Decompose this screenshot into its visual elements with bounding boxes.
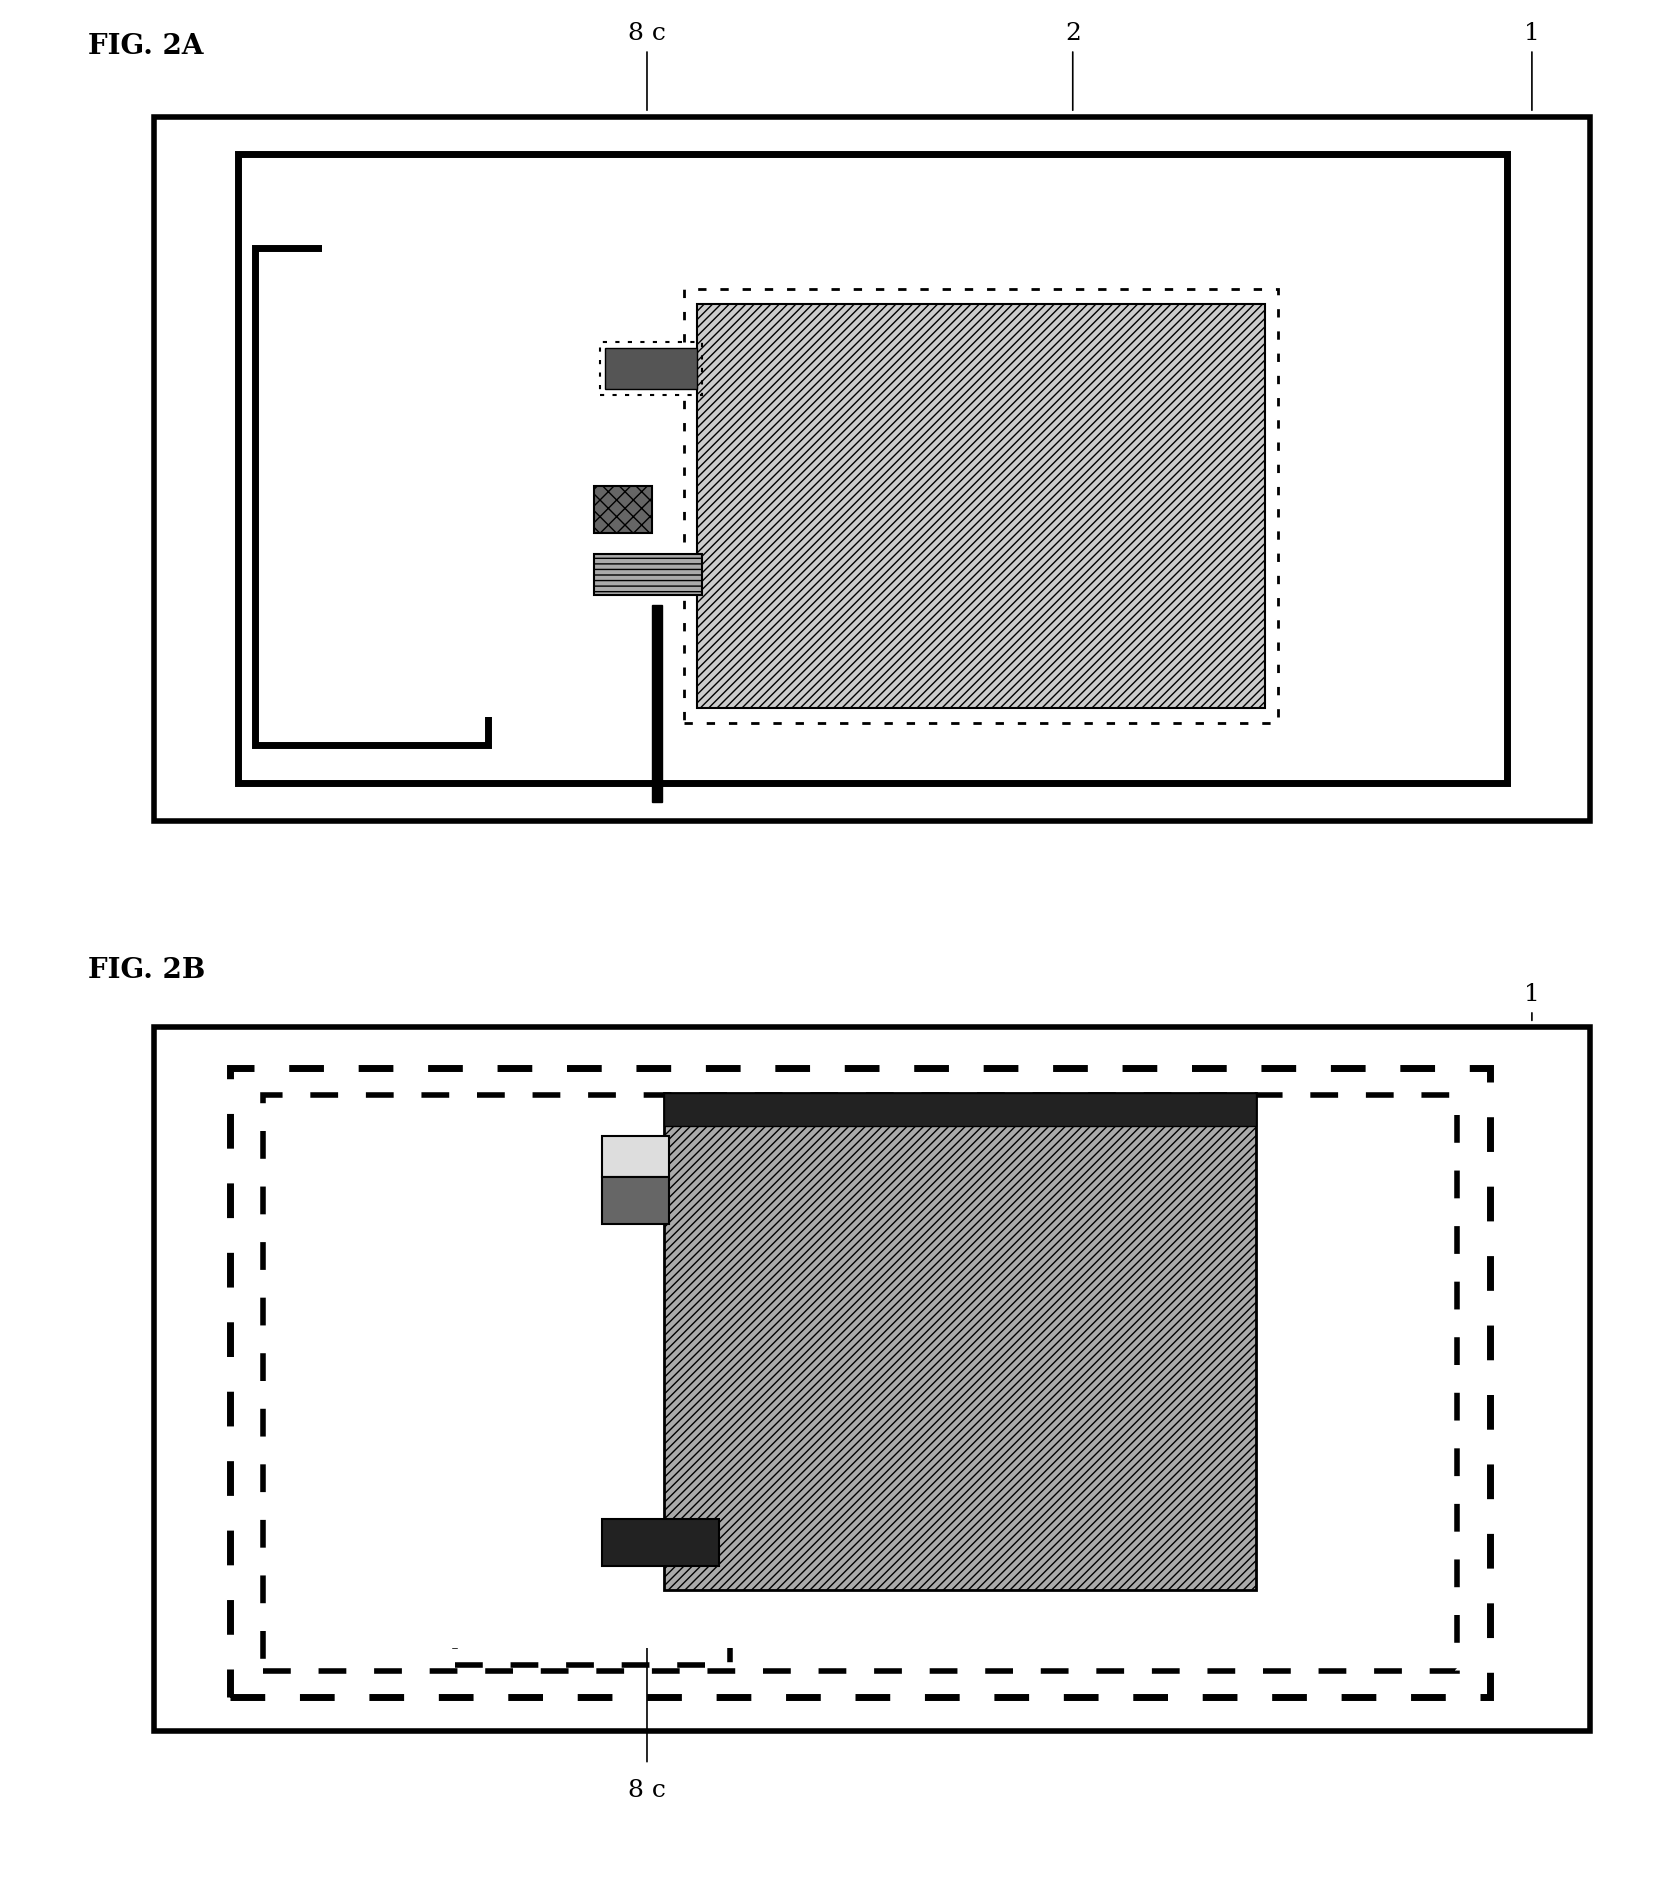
Bar	[312, 213, 1433, 726]
Text: 2: 2	[1066, 23, 1081, 45]
Bar	[263, 256, 480, 737]
Bar	[696, 305, 1265, 709]
Bar	[594, 554, 701, 596]
Bar	[294, 283, 450, 711]
Text: 8 b: 8 b	[456, 569, 497, 592]
Bar	[327, 313, 416, 680]
Text: 8 b: 8 b	[456, 1197, 497, 1220]
Bar	[483, 1189, 700, 1640]
Text: 6 a: 6 a	[1270, 1344, 1309, 1367]
Bar	[154, 117, 1591, 820]
Bar	[263, 1095, 1457, 1670]
Bar	[154, 1027, 1591, 1730]
Bar	[606, 347, 696, 388]
Bar	[594, 486, 653, 533]
Bar	[315, 302, 428, 692]
Bar	[366, 256, 1378, 682]
Bar	[238, 155, 1507, 782]
Bar	[322, 221, 1423, 716]
Bar	[601, 341, 701, 394]
Text: FIG. 2A: FIG. 2A	[87, 34, 203, 60]
Bar	[455, 1167, 730, 1664]
Bar	[255, 249, 488, 745]
Text: 8 c: 8 c	[628, 23, 666, 45]
Bar	[347, 241, 1396, 696]
Text: 8 c: 8 c	[628, 1779, 666, 1802]
Bar	[289, 1118, 1431, 1647]
Bar	[664, 1093, 1257, 1589]
Text: 6 b: 6 b	[1270, 509, 1309, 532]
Text: 1: 1	[1524, 984, 1540, 1007]
Bar	[230, 1069, 1490, 1696]
Bar	[602, 1137, 670, 1176]
Text: 7: 7	[482, 507, 497, 530]
Bar	[602, 1519, 718, 1566]
Bar	[653, 605, 663, 801]
Bar	[664, 1093, 1257, 1127]
Bar	[285, 192, 1460, 745]
Bar	[683, 290, 1279, 724]
Text: 1: 1	[1524, 23, 1540, 45]
Bar	[285, 275, 458, 718]
Bar	[602, 1176, 670, 1223]
Text: FIG. 2B: FIG. 2B	[87, 958, 205, 984]
Bar	[275, 183, 1470, 754]
Bar	[248, 162, 1495, 775]
